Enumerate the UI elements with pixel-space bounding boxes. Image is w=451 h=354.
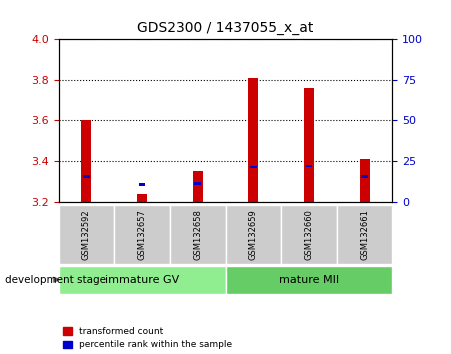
Bar <box>304 88 314 202</box>
Bar <box>281 205 337 264</box>
Bar <box>306 165 312 167</box>
Text: GSM132659: GSM132659 <box>249 209 258 260</box>
Bar <box>59 205 114 264</box>
Polygon shape <box>53 276 61 283</box>
Bar <box>359 159 369 202</box>
Text: GSM132660: GSM132660 <box>304 209 313 260</box>
Text: GSM132657: GSM132657 <box>138 209 147 260</box>
Bar <box>82 120 92 202</box>
Bar <box>226 266 392 294</box>
Bar <box>139 183 145 186</box>
Title: GDS2300 / 1437055_x_at: GDS2300 / 1437055_x_at <box>137 21 314 35</box>
Bar <box>59 266 226 294</box>
Text: immature GV: immature GV <box>105 275 179 285</box>
Bar <box>83 175 90 178</box>
Text: mature MII: mature MII <box>279 275 339 285</box>
Text: GSM132592: GSM132592 <box>82 209 91 260</box>
Bar <box>194 182 201 185</box>
Bar <box>337 205 392 264</box>
Bar <box>361 175 368 178</box>
Bar <box>249 78 258 202</box>
Text: development stage: development stage <box>5 275 106 285</box>
Bar <box>137 194 147 202</box>
Bar <box>250 166 257 169</box>
Bar <box>193 171 202 202</box>
Bar <box>114 205 170 264</box>
Legend: transformed count, percentile rank within the sample: transformed count, percentile rank withi… <box>63 327 233 349</box>
Bar <box>170 205 226 264</box>
Text: GSM132658: GSM132658 <box>193 209 202 260</box>
Bar <box>226 205 281 264</box>
Text: GSM132661: GSM132661 <box>360 209 369 260</box>
